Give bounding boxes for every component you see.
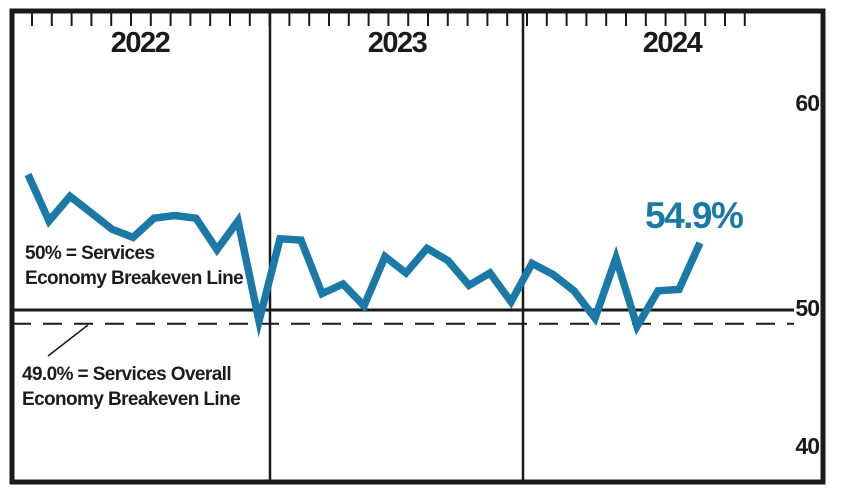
chart-frame bbox=[9, 8, 826, 485]
month-ticks bbox=[31, 13, 746, 26]
annotation-overall-breakeven-line2: Economy Breakeven Line bbox=[22, 389, 241, 410]
annotation-overall-breakeven-line1: 49.0% = Services Overall bbox=[22, 364, 232, 385]
latest-value-callout: 54.9% bbox=[645, 195, 744, 236]
y-axis-tick-50: 50 bbox=[795, 295, 820, 321]
year-divider-lines bbox=[268, 13, 525, 481]
annotation-pointer-line bbox=[47, 324, 89, 357]
year-label-2023: 2023 bbox=[367, 27, 428, 59]
y-axis-tick-40: 40 bbox=[795, 433, 820, 459]
annotation-services-breakeven-line1: 50% = Services bbox=[25, 243, 155, 264]
annotation-overall-breakeven: 49.0% = Services Overall Economy Breakev… bbox=[22, 362, 241, 412]
pmi-line-series bbox=[24, 172, 704, 338]
y-axis-tick-60: 60 bbox=[795, 90, 820, 116]
annotation-services-breakeven-line2: Economy Breakeven Line bbox=[25, 268, 244, 289]
breakeven-reference-lines bbox=[12, 308, 794, 325]
year-label-2022: 2022 bbox=[110, 27, 171, 59]
annotation-services-breakeven: 50% = Services Economy Breakeven Line bbox=[25, 241, 244, 291]
year-label-2024: 2024 bbox=[642, 27, 703, 59]
